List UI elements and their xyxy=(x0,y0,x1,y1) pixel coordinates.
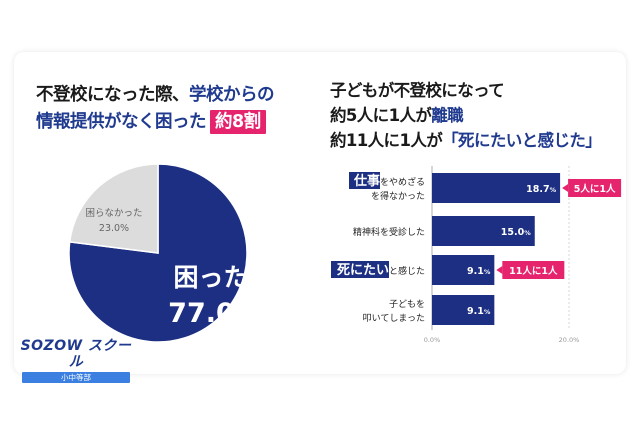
bar-chart-title: 子どもが不登校になって 約5人に1人が離職 約11人に1人が「死にたいと感じた」 xyxy=(330,78,630,153)
bar xyxy=(432,216,535,246)
bar xyxy=(432,295,495,325)
title-text: 子どもが不登校になって xyxy=(330,81,505,100)
logo-name: SOZOW スクール xyxy=(20,338,132,370)
callout-pointer xyxy=(562,184,569,192)
title-emphasis: 学校からの xyxy=(189,85,275,105)
bar-value-label: 15.0% xyxy=(501,227,531,238)
x-tick-label: 20.0% xyxy=(559,336,580,344)
bar-category-label: 叩いてしまった xyxy=(363,313,425,324)
callout-pointer xyxy=(496,266,503,274)
bar xyxy=(432,173,561,203)
bar-value-label: 9.1% xyxy=(467,266,491,277)
pie-chart-title: 不登校になった際、学校からの 情報提供がなく困った 約8割 xyxy=(36,82,306,136)
callout-text: 5人に1人 xyxy=(574,183,616,195)
ratio-badge: 約8割 xyxy=(210,110,266,134)
category-highlight-box xyxy=(331,261,389,278)
bar-category-label: 子どもを xyxy=(389,299,425,310)
callout-badge xyxy=(568,179,622,197)
callout-badge xyxy=(502,261,565,279)
callout-text: 11人に1人 xyxy=(509,265,558,277)
title-emphasis: 離職 xyxy=(431,106,464,125)
title-emphasis: 「死にたいと感じた」 xyxy=(442,131,602,150)
category-highlight-box xyxy=(349,172,380,189)
logo-sub: 小中等部 xyxy=(22,372,130,383)
bar-category-label: 精神科を受診した xyxy=(353,226,425,238)
bar-category-label: を得なかった xyxy=(371,190,425,202)
title-text: 不登校になった際、 xyxy=(36,85,190,105)
pie-slice-not-troubled xyxy=(68,163,159,254)
bar-category-label: 死にたいと感じた xyxy=(337,263,425,278)
pie-label-name: 困らなかった xyxy=(85,208,142,219)
bar-value-label: 18.7% xyxy=(526,184,556,195)
pie-label-value: 77.0% xyxy=(168,298,250,329)
bar xyxy=(432,255,495,285)
sozow-logo: SOZOW スクール 小中等部 xyxy=(20,338,132,383)
pie-label-value: 23.0% xyxy=(99,223,129,234)
x-tick-label: 0.0% xyxy=(424,336,441,344)
bar-category-label: 仕事をやめざる xyxy=(353,173,425,189)
bar-value-label: 9.1% xyxy=(467,306,491,317)
title-text: 約5人に1人が xyxy=(330,106,432,125)
title-emphasis: 情報提供がなく困った xyxy=(36,112,207,132)
title-text: 約11人に1人が xyxy=(330,131,443,150)
pie-label-name: 困った xyxy=(173,263,248,292)
